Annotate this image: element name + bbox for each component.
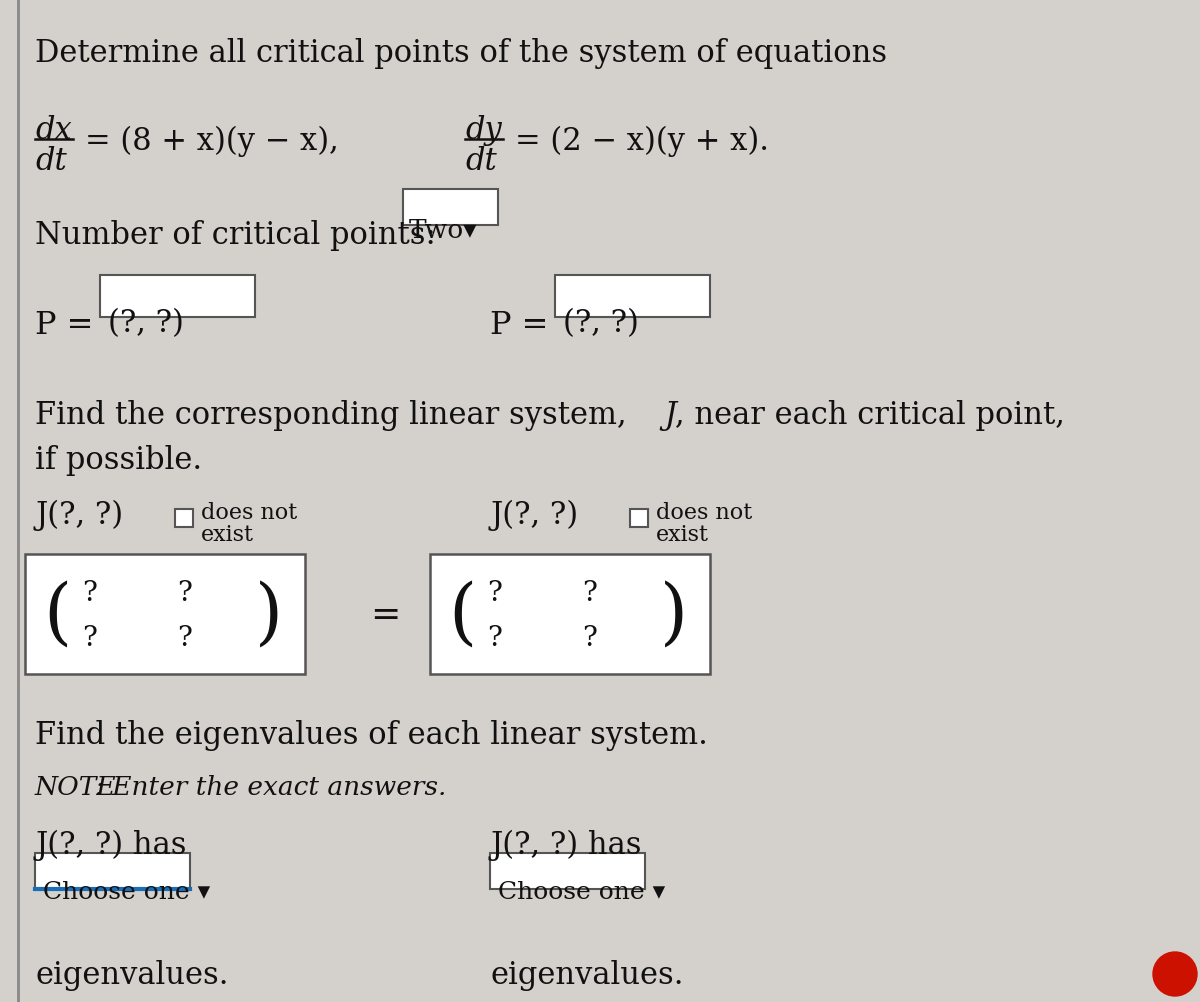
Text: ?: ? <box>582 625 598 652</box>
Text: (: ( <box>43 579 71 649</box>
Text: Choose one ▾: Choose one ▾ <box>43 880 210 903</box>
Text: Choose one ▾: Choose one ▾ <box>498 880 665 903</box>
FancyBboxPatch shape <box>100 276 256 318</box>
Text: exist: exist <box>202 523 254 545</box>
Text: J(?, ?) has: J(?, ?) has <box>35 830 186 861</box>
FancyBboxPatch shape <box>403 189 498 225</box>
Text: = (2 − x)(y + x).: = (2 − x)(y + x). <box>515 126 769 157</box>
FancyBboxPatch shape <box>490 853 646 889</box>
Text: (?, ?): (?, ?) <box>108 308 184 339</box>
Text: ?: ? <box>178 625 192 652</box>
Text: dt: dt <box>466 146 497 176</box>
Text: P =: P = <box>35 310 103 341</box>
Text: if possible.: if possible. <box>35 445 202 476</box>
Text: Find the corresponding linear system,: Find the corresponding linear system, <box>35 400 626 431</box>
Text: (?, ?): (?, ?) <box>563 308 638 339</box>
Text: NOTE: NOTE <box>35 775 116 800</box>
Text: ?: ? <box>487 579 503 606</box>
Text: does not: does not <box>656 501 752 523</box>
FancyBboxPatch shape <box>556 276 710 318</box>
Text: ): ) <box>254 579 283 649</box>
Text: : Enter the exact answers.: : Enter the exact answers. <box>95 775 446 800</box>
Text: Determine all critical points of the system of equations: Determine all critical points of the sys… <box>35 38 887 69</box>
Text: J(?, ?) has: J(?, ?) has <box>490 830 642 861</box>
Text: J(?, ?): J(?, ?) <box>490 500 578 531</box>
Text: (: ( <box>448 579 476 649</box>
Text: ?: ? <box>487 625 503 652</box>
Text: J(?, ?): J(?, ?) <box>35 500 124 531</box>
Text: eigenvalues.: eigenvalues. <box>490 959 684 990</box>
FancyBboxPatch shape <box>630 509 648 527</box>
FancyBboxPatch shape <box>430 554 710 674</box>
Text: ?: ? <box>83 625 97 652</box>
Text: does not: does not <box>202 501 298 523</box>
Text: P =: P = <box>490 310 558 341</box>
Circle shape <box>1153 952 1198 996</box>
Text: ): ) <box>660 579 688 649</box>
Text: ?: ? <box>582 579 598 606</box>
Text: , near each critical point,: , near each critical point, <box>676 400 1064 431</box>
Text: J: J <box>655 400 677 431</box>
Text: eigenvalues.: eigenvalues. <box>35 959 228 990</box>
Text: =: = <box>370 597 400 631</box>
Text: dx: dx <box>35 115 72 146</box>
FancyBboxPatch shape <box>25 554 305 674</box>
Text: Two▾: Two▾ <box>409 217 478 242</box>
Text: ?: ? <box>178 579 192 606</box>
FancyBboxPatch shape <box>35 853 190 889</box>
FancyBboxPatch shape <box>175 509 193 527</box>
Text: Number of critical points:: Number of critical points: <box>35 219 436 250</box>
Text: ?: ? <box>83 579 97 606</box>
Text: exist: exist <box>656 523 709 545</box>
Text: Find the eigenvalues of each linear system.: Find the eigenvalues of each linear syst… <box>35 719 708 750</box>
Text: = (8 + x)(y − x),: = (8 + x)(y − x), <box>85 126 338 157</box>
Text: dy: dy <box>466 115 502 146</box>
Text: dt: dt <box>35 146 67 176</box>
